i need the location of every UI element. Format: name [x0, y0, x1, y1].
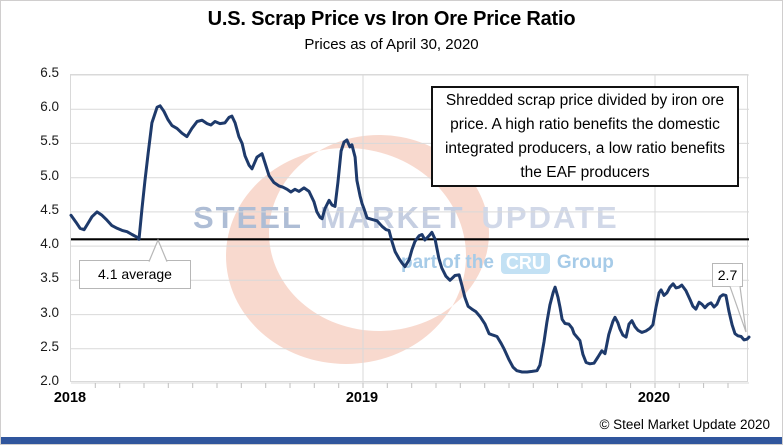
- last-value-callout: 2.7: [712, 263, 743, 287]
- copyright-text: © Steel Market Update 2020: [599, 417, 770, 432]
- y-tick-label: 3.5: [40, 270, 59, 286]
- annotation-box: Shredded scrap price divided by iron ore…: [431, 86, 739, 187]
- page-title: U.S. Scrap Price vs Iron Ore Price Ratio: [207, 8, 576, 30]
- x-tick-label: 2019: [345, 390, 379, 406]
- y-tick-label: 2.5: [40, 338, 59, 354]
- x-tick-label: 2018: [53, 390, 87, 406]
- y-tick-label: 4.5: [40, 201, 59, 217]
- y-tick-label: 5.0: [40, 167, 59, 183]
- y-tick-label: 5.5: [40, 133, 59, 149]
- average-callout: 4.1 average: [79, 260, 191, 289]
- y-tick-label: 2.0: [40, 373, 59, 388]
- bottom-bar: [1, 437, 782, 444]
- y-tick-label: 6.5: [40, 65, 59, 80]
- y-tick-label: 3.0: [40, 304, 59, 320]
- ratio-line: [69, 104, 751, 374]
- chart-subtitle: Prices as of April 30, 2020: [304, 36, 479, 53]
- y-tick-label: 6.0: [40, 99, 59, 115]
- y-tick-label: 4.0: [40, 236, 59, 252]
- x-tick-label: 2020: [637, 390, 671, 406]
